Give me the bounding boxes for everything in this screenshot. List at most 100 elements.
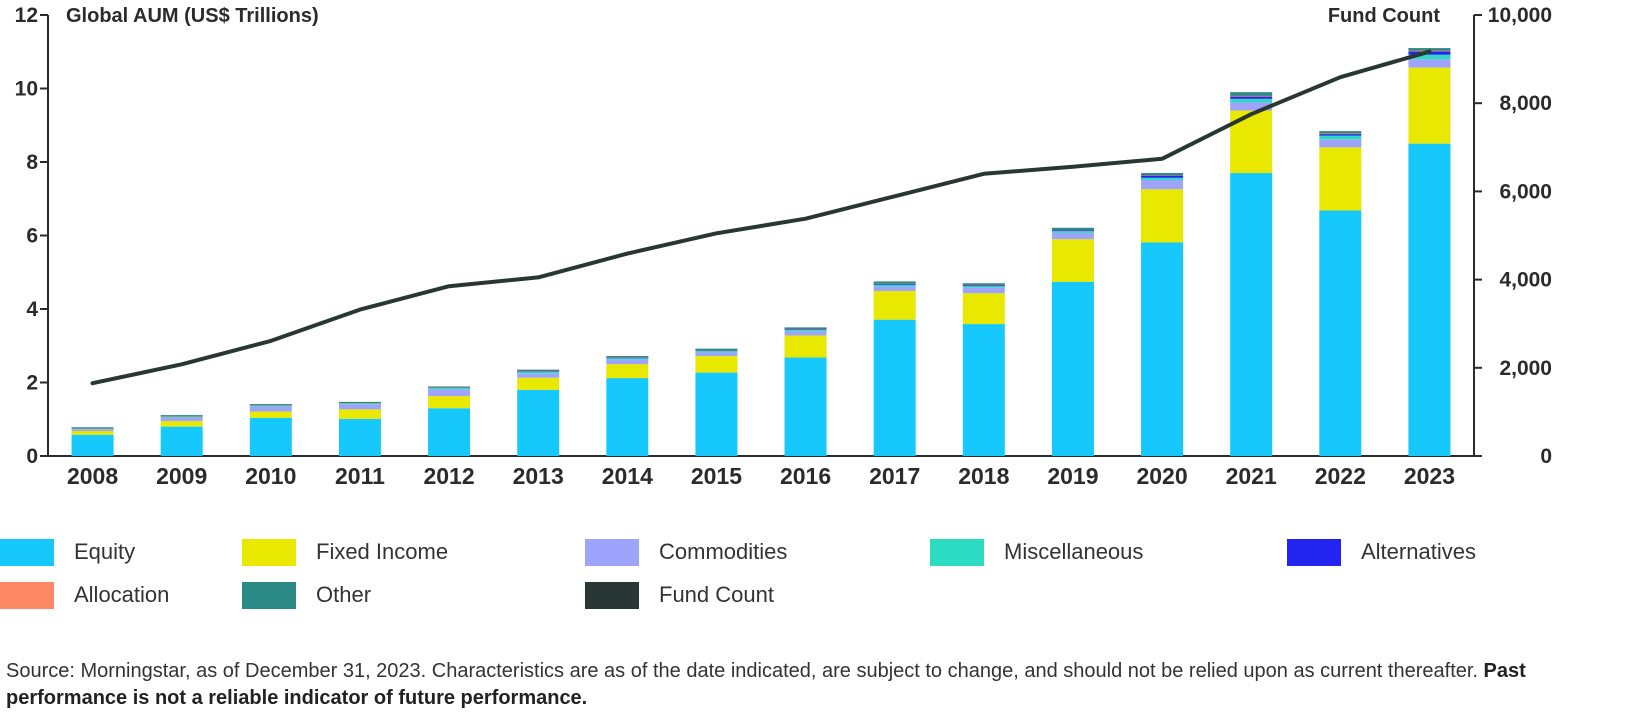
combo-chart: 0 2 4 6 8 10 12 0 2,000 4,000 6,000 8,000 10,000 Glob… — [15, 4, 1552, 489]
left-tick-label: 12 — [15, 4, 38, 27]
legend-swatch — [242, 538, 296, 566]
bar-fixed-income — [428, 396, 471, 409]
legend-item: Equity — [0, 538, 135, 566]
category-label: 2010 — [245, 463, 296, 489]
bar-other — [606, 356, 649, 358]
bar-equity — [1319, 210, 1362, 456]
category-label: 2022 — [1315, 463, 1366, 489]
legend-item: Allocation — [0, 581, 169, 609]
bar-commodities — [160, 417, 203, 422]
bar-other — [160, 415, 203, 417]
category-label: 2009 — [156, 463, 207, 489]
fund-count-line — [90, 49, 1432, 386]
bar-miscellaneous — [784, 329, 827, 332]
bar-equity — [784, 357, 827, 456]
bar-other — [71, 427, 114, 429]
bar-commodities — [71, 429, 114, 432]
right-tick-label: 4,000 — [1499, 269, 1552, 292]
bar-allocation — [1319, 132, 1362, 135]
category-label: 2015 — [691, 463, 742, 489]
legend-label: Equity — [74, 539, 136, 564]
bar-fixed-income — [1051, 239, 1094, 282]
legend-swatch — [930, 538, 984, 566]
legend-swatch — [585, 581, 639, 609]
bar-miscellaneous — [1051, 231, 1094, 233]
bar-miscellaneous — [962, 286, 1005, 288]
bar-commodities — [873, 286, 916, 291]
legend: Equity Fixed Income Commodities Miscellaneo… — [0, 538, 1626, 628]
bar-fixed-income — [962, 293, 1005, 325]
source-note: Source: Morningstar, as of December 31, … — [6, 658, 1606, 712]
bar-other — [1319, 131, 1362, 134]
legend-item: Commodities — [585, 538, 787, 566]
bar-equity — [873, 319, 916, 456]
legend-label: Miscellaneous — [1004, 539, 1144, 564]
bar-equity — [517, 389, 560, 456]
bar-commodities — [1319, 139, 1362, 148]
bar-miscellaneous — [338, 402, 381, 405]
legend-label: Fund Count — [659, 582, 774, 607]
bar-fixed-income — [784, 335, 827, 358]
bar-equity — [71, 434, 114, 456]
bar-fixed-income — [695, 356, 738, 373]
bar-other — [1408, 48, 1451, 51]
bar-miscellaneous — [249, 405, 292, 407]
legend-label: Commodities — [659, 539, 788, 564]
right-tick-label: 10,000 — [1488, 4, 1552, 27]
bar-fixed-income — [71, 431, 114, 435]
legend-swatch — [242, 581, 296, 609]
bar-miscellaneous — [517, 371, 560, 374]
category-label: 2012 — [423, 463, 474, 489]
left-tick-label: 6 — [26, 225, 38, 248]
right-tick-label: 6,000 — [1499, 180, 1552, 203]
bar-fixed-income — [517, 377, 560, 390]
bar-equity — [695, 372, 738, 456]
bar-other — [784, 327, 827, 330]
bar-commodities — [1051, 232, 1094, 240]
category-label: 2019 — [1047, 463, 1098, 489]
bar-equity — [962, 324, 1005, 456]
bar-equity — [249, 417, 292, 456]
bar-miscellaneous — [1230, 98, 1273, 103]
bar-equity — [160, 426, 203, 456]
bar-alternatives — [1319, 134, 1362, 136]
left-tick-label: 0 — [26, 445, 38, 468]
bar-other — [338, 401, 381, 404]
left-tick-label: 2 — [26, 372, 38, 395]
category-label: 2014 — [602, 463, 653, 489]
bar-other — [428, 386, 471, 388]
bar-allocation — [1230, 95, 1273, 97]
right-tick-label: 2,000 — [1499, 357, 1552, 380]
bar-equity — [1408, 143, 1451, 456]
bar-alternatives — [962, 285, 1005, 287]
bar-miscellaneous — [1408, 54, 1451, 60]
category-label: 2011 — [335, 463, 385, 489]
legend-item: Fixed Income — [242, 538, 448, 566]
disclaimer-text: Past performance is not a reliable indic… — [6, 660, 1526, 709]
bar-other — [1051, 227, 1094, 230]
category-label: 2008 — [67, 463, 118, 489]
bar-commodities — [1408, 59, 1451, 68]
category-label: 2020 — [1136, 463, 1187, 489]
bar-equity — [338, 418, 381, 456]
bar-miscellaneous — [428, 387, 471, 390]
category-label: 2021 — [1226, 463, 1277, 489]
bar-commodities — [606, 359, 649, 365]
bar-other — [517, 369, 560, 372]
bar-alternatives — [1051, 229, 1094, 232]
bar-miscellaneous — [873, 284, 916, 287]
legend-label: Allocation — [74, 582, 170, 607]
bar-commodities — [962, 287, 1005, 294]
legend-item: Other — [242, 581, 371, 609]
bar-commodities — [1230, 102, 1273, 111]
bar-miscellaneous — [160, 416, 203, 418]
category-label: 2023 — [1404, 463, 1455, 489]
bar-miscellaneous — [695, 350, 738, 353]
bar-equity — [606, 378, 649, 456]
bar-alternatives — [1141, 175, 1184, 178]
legend-swatch — [585, 538, 639, 566]
bar-commodities — [517, 373, 560, 378]
left-axis-title: Global AUM (US$ Trillions) — [66, 5, 319, 27]
bar-commodities — [428, 389, 471, 397]
bar-other — [695, 348, 738, 351]
